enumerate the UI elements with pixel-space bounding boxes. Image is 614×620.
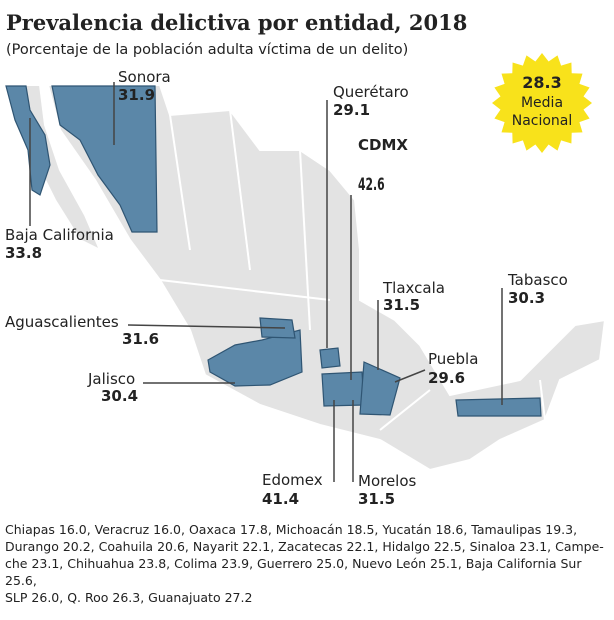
state-value: 33.8 [5, 244, 42, 262]
footnote-line: 25.6, [5, 573, 37, 588]
national-badge [492, 53, 592, 153]
state-name: Tlaxcala [382, 279, 445, 297]
state-value: 31.5 [358, 490, 395, 508]
state-name: Jalisco [87, 370, 135, 388]
state-value: 30.3 [508, 289, 545, 307]
footnote-line: SLP 26.0, Q. Roo 26.3, Guanajuato 27.2 [5, 590, 252, 605]
state-name: Aguascalientes [5, 313, 119, 331]
national-value: 28.3 [522, 73, 561, 92]
state-value: 31.6 [122, 330, 159, 348]
state-name: Edomex [262, 471, 323, 489]
footnote-line: Chiapas 16.0, Veracruz 16.0, Oaxaca 17.8… [5, 522, 577, 537]
state-value: 31.5 [383, 296, 420, 314]
state-value: 41.4 [262, 490, 299, 508]
national-label: Nacional [512, 113, 573, 129]
state-name: Querétaro [333, 83, 409, 101]
footnote-line: che 23.1, Chihuahua 23.8, Colima 23.9, G… [5, 556, 582, 571]
state-name: Sonora [118, 68, 171, 86]
state-value: 42.6 [358, 176, 385, 194]
state-name: CDMX [358, 136, 408, 154]
title: Prevalencia delictiva por entidad, 2018 [6, 10, 467, 35]
state-value: 31.9 [118, 86, 155, 104]
state-value: 30.4 [101, 387, 138, 405]
state-name: Morelos [358, 472, 417, 490]
subtitle: (Porcentaje de la población adulta vícti… [6, 42, 408, 58]
footnote-line: Durango 20.2, Coahuila 20.6, Nayarit 22.… [5, 539, 604, 554]
state-name: Baja California [5, 226, 114, 244]
state-value: 29.1 [333, 101, 370, 119]
highlighted-states [5, 85, 542, 417]
national-label: Media [521, 95, 563, 111]
state-name: Puebla [428, 350, 478, 368]
leader-lines [29, 82, 503, 482]
state-value: 29.6 [428, 369, 465, 387]
state-name: Tabasco [507, 271, 568, 289]
footnote: Chiapas 16.0, Veracruz 16.0, Oaxaca 17.8… [5, 522, 604, 605]
